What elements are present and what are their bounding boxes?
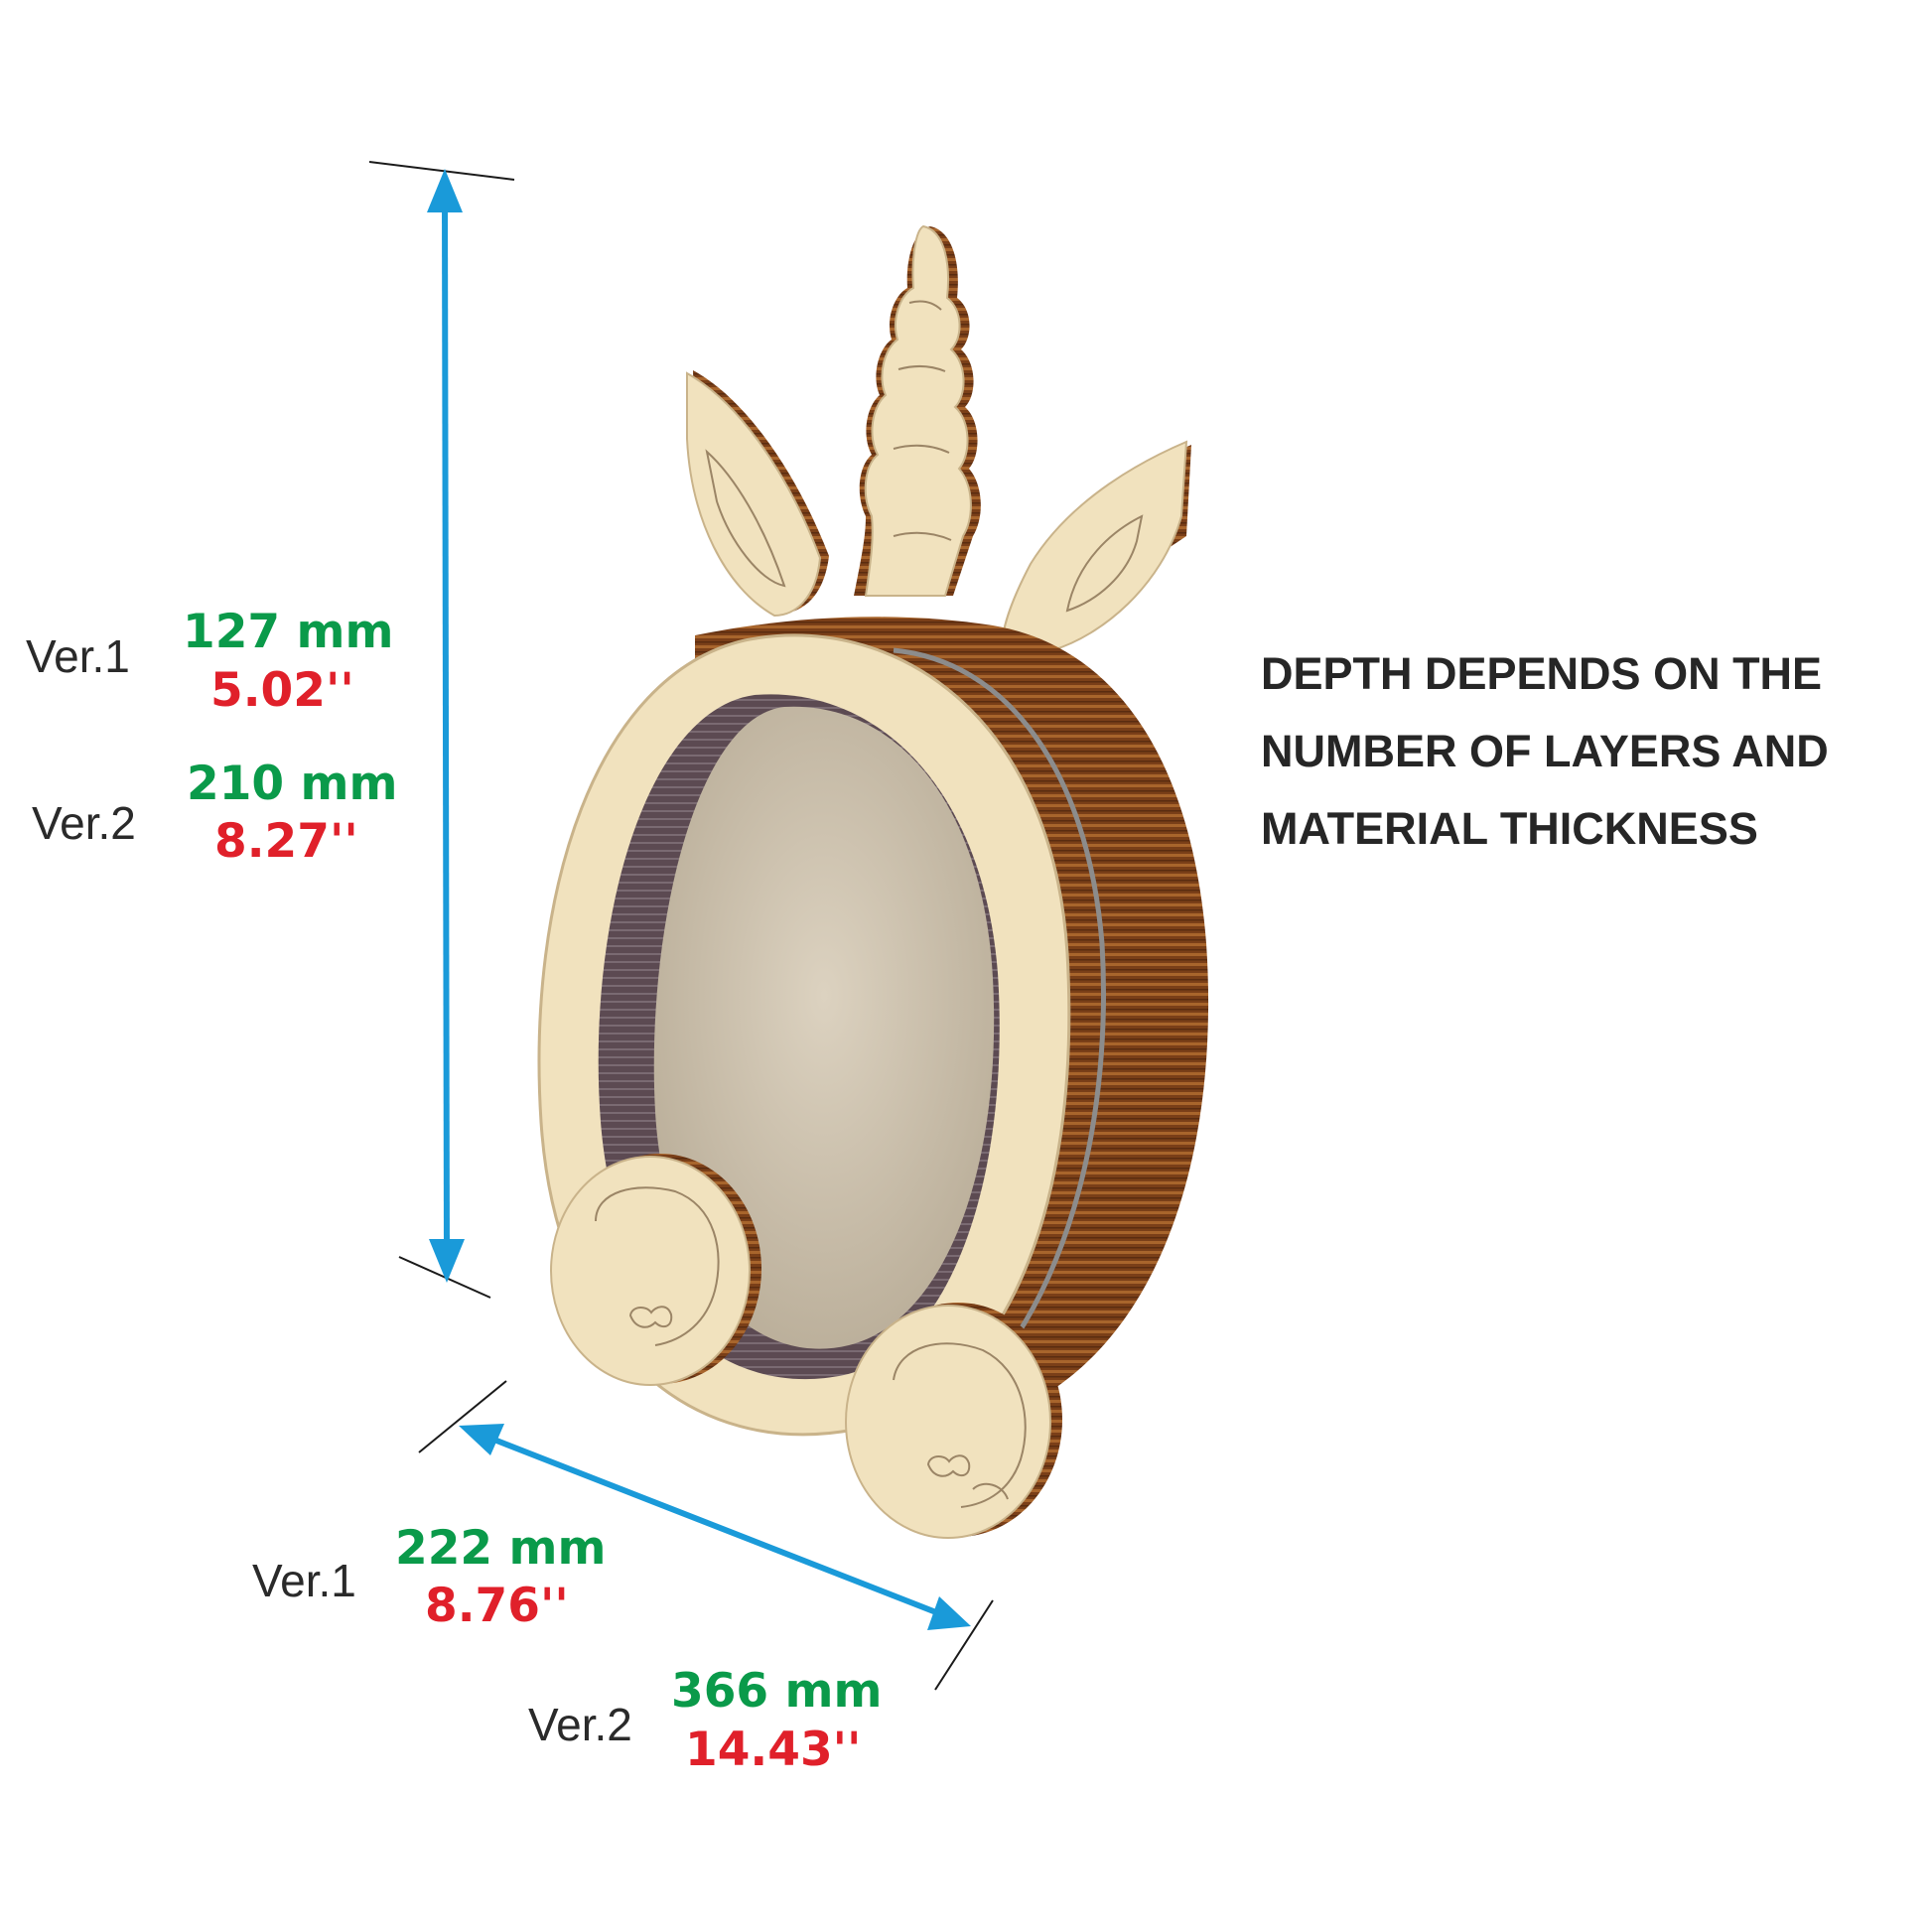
height-ver2-mm: 210 mm <box>187 757 398 811</box>
left-ear <box>686 370 829 618</box>
unicorn-horn <box>854 224 981 597</box>
depth-note-line: MATERIAL THICKNESS <box>1261 803 1758 854</box>
height-dimension-arrow <box>368 161 515 1299</box>
height-ver1-inch: 5.02'' <box>210 663 354 718</box>
right-paw <box>845 1303 1062 1539</box>
frame-front <box>537 633 1071 1437</box>
width-ver2-inch: 14.43'' <box>685 1723 862 1777</box>
depth-note-line: NUMBER OF LAYERS AND <box>1261 726 1829 776</box>
height-ver2-inch: 8.27'' <box>214 814 358 869</box>
width-ver2-mm: 366 mm <box>671 1664 883 1719</box>
left-paw <box>550 1154 761 1386</box>
height-ver1-label: Ver.1 <box>26 630 130 682</box>
height-ver2-label: Ver.2 <box>32 797 136 849</box>
width-ver1-inch: 8.76'' <box>425 1579 569 1633</box>
width-ver2-label: Ver.2 <box>528 1699 632 1750</box>
right-ear <box>1001 440 1191 657</box>
height-ver1-mm: 127 mm <box>183 605 394 659</box>
depth-note: DEPTH DEPENDS ON THE NUMBER OF LAYERS AN… <box>1261 635 1829 868</box>
width-dimension-arrow <box>418 1380 994 1691</box>
depth-note-line: DEPTH DEPENDS ON THE <box>1261 648 1823 699</box>
width-ver1-mm: 222 mm <box>395 1521 607 1576</box>
width-ver1-label: Ver.1 <box>252 1555 356 1606</box>
